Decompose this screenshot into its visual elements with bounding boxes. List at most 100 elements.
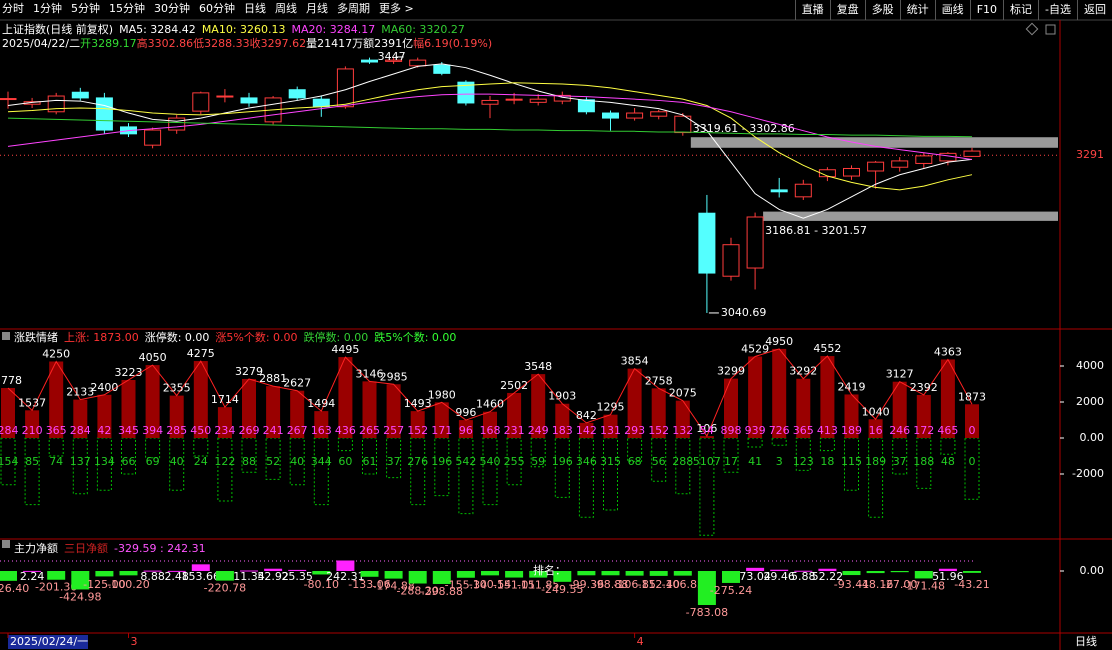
candle-body — [915, 155, 933, 164]
flow-bar — [722, 571, 740, 583]
y-tick-label: 4000 — [1076, 359, 1104, 372]
value-label: 4552 — [813, 342, 841, 355]
x-tick-label: 2025/02/24/一 — [10, 635, 88, 648]
value-label: 1460 — [476, 398, 504, 411]
candle-body — [770, 189, 788, 193]
value-label: 2.24 — [20, 570, 45, 583]
header-field: 涨5%个数: 0.00 — [215, 331, 298, 344]
up-bar — [748, 356, 763, 438]
up-bar — [627, 368, 642, 438]
down-bar — [771, 437, 787, 446]
flow-bar — [794, 570, 813, 572]
flow-bar — [625, 571, 644, 576]
period-tab[interactable]: 1分钟 — [33, 2, 62, 15]
limit-down-label: 40 — [290, 455, 304, 468]
limit-down-label: 37 — [387, 455, 401, 468]
toolbar-button[interactable]: 统计 — [899, 0, 935, 20]
limit-up-label: 231 — [504, 424, 525, 437]
flow-bar — [143, 570, 162, 572]
ma-line — [7, 117, 973, 138]
limit-down-label: 196 — [552, 455, 573, 468]
up-bar — [965, 404, 979, 438]
quote-field: 2025/04/22/二 — [2, 37, 81, 50]
period-tab[interactable]: 15分钟 — [109, 2, 145, 15]
value-label: 1537 — [18, 396, 46, 409]
period-tab[interactable]: 分时 — [2, 2, 24, 15]
limit-up-label: 234 — [214, 424, 235, 437]
limit-up-label: 394 — [142, 424, 163, 437]
toolbar-button[interactable]: 标记 — [1003, 0, 1038, 20]
down-bar — [313, 437, 329, 506]
toolbar-button[interactable]: F10 — [969, 0, 1003, 20]
legend-entry: MA10: 3260.13 — [201, 23, 286, 36]
header-field: 跌停数: 0.00 — [303, 331, 369, 344]
up-bar — [651, 388, 666, 438]
period-tab[interactable]: 月线 — [306, 2, 328, 15]
value-label: -151.85 — [517, 579, 559, 592]
limit-down-label: 540 — [480, 455, 501, 468]
value-label: -133.06 — [348, 578, 390, 591]
y-tick-label: 0.00 — [1080, 431, 1105, 444]
limit-up-label: 172 — [913, 424, 934, 437]
value-label: 1873 — [958, 390, 986, 403]
period-tab[interactable]: 更多 > — [379, 2, 414, 15]
down-bar — [169, 437, 185, 491]
value-label: 1295 — [597, 401, 625, 414]
value-label: 153.66 — [182, 570, 221, 583]
candle-body — [95, 97, 113, 131]
limit-up-label: 42 — [97, 424, 111, 437]
toolbar-button[interactable]: 复盘 — [829, 0, 865, 20]
value-label: 3548 — [524, 360, 552, 373]
flow-bar — [505, 571, 524, 578]
candle-body — [288, 89, 306, 99]
icon — [2, 332, 10, 340]
period-tab[interactable]: 60分钟 — [199, 2, 235, 15]
limit-down-label: 188 — [913, 455, 934, 468]
period-tab[interactable]: 30分钟 — [154, 2, 190, 15]
icon[interactable] — [1025, 22, 1039, 36]
footer-label: 日线 — [1075, 634, 1097, 648]
value-label: 4050 — [139, 351, 167, 364]
limit-down-label: 315 — [600, 455, 621, 468]
sub-header: 涨跌情绪 上涨: 1873.00 涨停数: 0.00 涨5%个数: 0.00 跌停数: … — [14, 331, 456, 345]
flow-bar — [914, 571, 933, 579]
limit-up-label: 365 — [793, 424, 814, 437]
period-tab[interactable]: 周线 — [275, 2, 297, 15]
icon — [2, 540, 10, 548]
annotation: 排名： — [533, 563, 566, 577]
flow-bar — [360, 571, 379, 577]
chart-title: 上证指数(日线 前复权) — [2, 23, 114, 36]
toolbar-button[interactable]: 多股 — [864, 0, 900, 20]
down-bar — [337, 437, 353, 452]
flow-bar — [47, 571, 66, 580]
candle-body — [433, 64, 451, 74]
header-field: 涨停数: 0.00 — [144, 331, 210, 344]
period-tab[interactable]: 多周期 — [337, 2, 370, 15]
toolbar-button[interactable]: 直播 — [794, 0, 830, 20]
limit-up-label: 210 — [22, 424, 43, 437]
header-field: 三日净额 — [64, 542, 108, 555]
main-header: 上证指数(日线 前复权) MA5: 3284.42 MA10: 3260.13 MA2… — [2, 23, 465, 37]
limit-down-label: 61 — [363, 455, 377, 468]
value-label: 52.22 — [812, 570, 844, 583]
x-tick-label: 4 — [637, 635, 644, 648]
period-tab[interactable]: 5分钟 — [71, 2, 100, 15]
candle-body — [963, 150, 981, 157]
toolbar-button[interactable]: 画线 — [934, 0, 970, 20]
value-label: -220.78 — [204, 582, 246, 595]
quote-info: 2025/04/22/二 开3289.17 高3302.86 低3288.33 收329… — [2, 37, 492, 51]
quote-field: 低3288.33 — [193, 37, 250, 50]
up-bar — [868, 419, 883, 438]
icon[interactable] — [1045, 24, 1056, 35]
candle-body — [722, 244, 740, 277]
candle-body — [867, 161, 885, 172]
limit-down-label: 59 — [531, 455, 545, 468]
period-tab[interactable]: 日线 — [244, 2, 266, 15]
toolbar-button[interactable]: -自选 — [1038, 0, 1077, 20]
limit-up-label: 939 — [745, 424, 766, 437]
chart-title: 主力净额 — [14, 542, 58, 555]
limit-up-label: 183 — [552, 424, 573, 437]
toolbar-button[interactable]: 返回 — [1077, 0, 1112, 20]
